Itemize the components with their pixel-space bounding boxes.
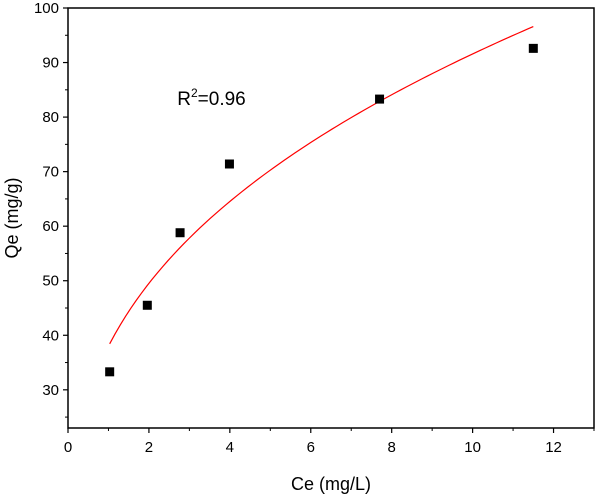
plot-frame bbox=[67, 7, 595, 429]
y-tick-label: 50 bbox=[42, 273, 59, 290]
fit-curve bbox=[109, 25, 534, 345]
y-tick-label: 30 bbox=[42, 382, 59, 399]
x-tick-label: 10 bbox=[464, 439, 481, 456]
x-tick-label: 12 bbox=[545, 439, 562, 456]
y-tick-label: 70 bbox=[42, 164, 59, 181]
x-tick-label: 6 bbox=[307, 439, 315, 456]
axes bbox=[67, 7, 595, 429]
data-point bbox=[175, 228, 185, 238]
x-axis-title: Ce (mg/L) bbox=[291, 474, 371, 494]
data-point bbox=[224, 159, 234, 169]
data-point bbox=[105, 367, 115, 377]
data-point bbox=[375, 94, 385, 104]
x-axis-ticks: 0 2 4 6 8 10 12 bbox=[64, 428, 595, 456]
r-squared-annotation: R2=0.96 bbox=[177, 86, 246, 110]
data-point bbox=[142, 300, 152, 310]
y-tick-label: 40 bbox=[42, 327, 59, 344]
x-tick-label: 4 bbox=[226, 439, 234, 456]
y-tick-label: 60 bbox=[42, 218, 59, 235]
data-points bbox=[105, 43, 538, 377]
data-point bbox=[528, 43, 538, 53]
r-squared-superscript: 2 bbox=[191, 86, 198, 100]
y-axis-ticks: 30 40 50 60 70 80 90 100 bbox=[34, 0, 68, 418]
y-tick-label: 80 bbox=[42, 109, 59, 126]
x-tick-label: 2 bbox=[145, 439, 153, 456]
r-squared-prefix: R bbox=[177, 89, 191, 110]
y-tick-label: 100 bbox=[34, 0, 59, 17]
x-tick-label: 8 bbox=[388, 439, 396, 456]
y-tick-label: 90 bbox=[42, 55, 59, 72]
x-tick-label: 0 bbox=[64, 439, 72, 456]
r-squared-value: =0.96 bbox=[198, 89, 246, 110]
y-axis-title: Qe (mg/g) bbox=[2, 177, 22, 258]
